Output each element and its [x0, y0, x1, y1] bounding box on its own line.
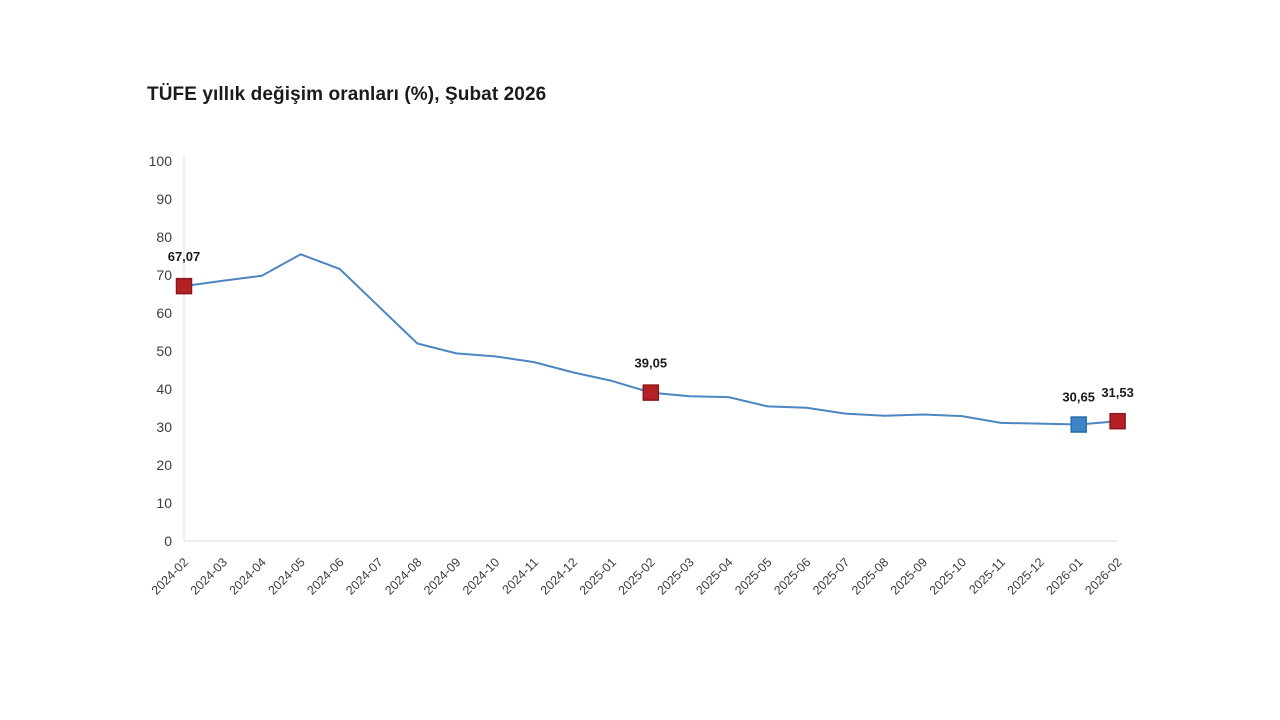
data-marker-2026-02: [1109, 412, 1126, 430]
x-tick-label: 2026-02: [1082, 555, 1124, 597]
y-tick-label: 80: [156, 229, 172, 245]
y-tick-label: 20: [156, 457, 172, 473]
data-label-2025-02: 39,05: [635, 356, 668, 371]
x-tick-label: 2024-09: [421, 555, 463, 597]
y-tick-label: 10: [156, 495, 172, 511]
y-tick-label: 40: [156, 381, 172, 397]
data-marker-2024-02: [175, 277, 193, 295]
x-tick-label: 2025-06: [771, 555, 813, 597]
x-tick-label: 2024-08: [382, 555, 424, 597]
x-tick-label: 2025-08: [849, 555, 891, 597]
x-tick-label: 2025-04: [693, 555, 735, 597]
y-tick-label: 0: [164, 533, 172, 549]
y-tick-label: 70: [156, 267, 172, 283]
chart-title: TÜFE yıllık değişim oranları (%), Şubat …: [147, 84, 547, 105]
x-tick-label: 2025-09: [888, 555, 930, 597]
data-label-2024-02: 67,07: [168, 249, 201, 264]
x-tick-label: 2024-12: [538, 555, 580, 597]
data-label-2026-02: 31,53: [1101, 385, 1134, 400]
x-tick-label: 2025-12: [1005, 555, 1047, 597]
x-tick-label: 2025-03: [654, 555, 696, 597]
x-tick-label: 2025-01: [577, 555, 619, 597]
x-tick-label: 2025-11: [966, 555, 1008, 597]
y-tick-label: 60: [156, 305, 172, 321]
data-label-2026-01: 30,65: [1062, 390, 1095, 405]
y-tick-label: 30: [156, 419, 172, 435]
data-marker-2026-01: [1070, 416, 1087, 433]
y-tick-label: 90: [156, 191, 172, 207]
x-tick-label: 2024-03: [188, 555, 230, 597]
x-tick-label: 2024-02: [149, 555, 191, 597]
x-tick-label: 2024-10: [460, 555, 502, 597]
data-marker-2025-02: [642, 384, 660, 401]
y-tick-label: 100: [149, 153, 173, 169]
x-tick-label: 2024-07: [343, 555, 385, 597]
x-tick-label: 2025-05: [732, 555, 774, 597]
y-tick-label: 50: [156, 343, 172, 359]
x-tick-label: 2024-11: [500, 555, 542, 597]
x-tick-label: 2025-02: [616, 555, 658, 597]
x-tick-label: 2024-04: [227, 555, 269, 597]
x-tick-label: 2025-10: [927, 555, 969, 597]
x-tick-label: 2025-07: [810, 555, 852, 597]
x-tick-label: 2024-05: [265, 555, 307, 597]
x-tick-label: 2024-06: [304, 555, 346, 597]
x-tick-label: 2026-01: [1043, 555, 1085, 597]
